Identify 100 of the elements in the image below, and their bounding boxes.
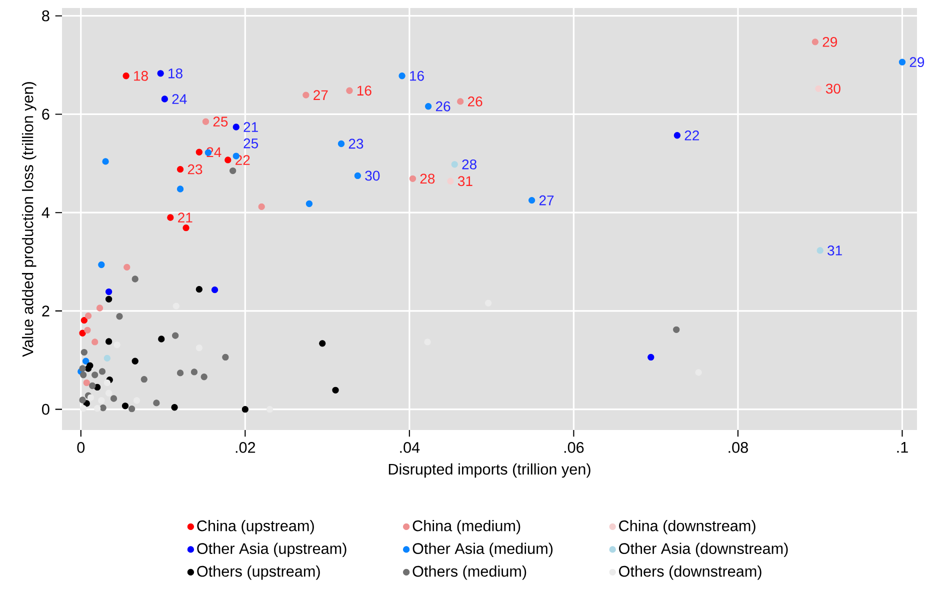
annotation: 22: [684, 130, 699, 140]
point: [92, 338, 98, 346]
x-tick-label: .04: [400, 442, 420, 453]
point: [87, 394, 94, 401]
point: [648, 354, 654, 361]
point: [122, 72, 130, 80]
point: [200, 374, 208, 380]
point: [105, 338, 112, 345]
point: [319, 340, 326, 347]
point: [153, 400, 160, 406]
annotation: 31: [458, 176, 472, 186]
point: [673, 326, 680, 333]
annotation: 18: [168, 68, 182, 78]
point: [105, 390, 112, 396]
point: [128, 406, 136, 412]
annotation: 21: [178, 212, 192, 222]
y-tick-label: 6: [42, 108, 50, 120]
annotation: 18: [134, 70, 148, 81]
legend-label: Others (downstream): [619, 565, 762, 580]
point: [80, 316, 88, 324]
x-tick-label: 0: [77, 442, 85, 453]
annotation: 16: [410, 70, 424, 81]
point: [232, 124, 240, 130]
point: [266, 406, 274, 413]
point: [114, 342, 120, 348]
point: [346, 87, 353, 94]
point: [674, 132, 681, 139]
point: [196, 148, 202, 156]
legend-label: China (upstream): [197, 520, 314, 534]
annotation: 29: [910, 57, 924, 68]
point: [94, 405, 101, 412]
legend-label: Others (medium): [412, 565, 526, 580]
point: [105, 288, 112, 296]
annotation: 27: [539, 195, 554, 206]
point: [98, 261, 105, 268]
point: [79, 330, 86, 336]
point: [167, 214, 174, 221]
annotation: 28: [420, 174, 435, 184]
point: [230, 167, 236, 174]
point: [398, 72, 406, 80]
point: [332, 386, 339, 394]
annotation: 29: [822, 36, 837, 47]
point: [224, 156, 232, 164]
point: [98, 368, 106, 375]
y-axis-title: Value added production loss (trillion yen): [22, 82, 36, 357]
annotation: 23: [348, 138, 364, 149]
point: [190, 368, 198, 376]
legend-label: Other Asia (medium): [412, 542, 553, 558]
point: [132, 276, 138, 282]
point: [242, 406, 248, 413]
point: [79, 365, 86, 372]
point: [898, 58, 906, 66]
legend-label: Other Asia (upstream): [197, 542, 346, 558]
y-tick-label: 8: [42, 10, 50, 22]
point: [202, 118, 210, 125]
point: [102, 158, 109, 165]
point: [80, 348, 88, 356]
point: [104, 354, 111, 362]
annotation: 30: [826, 84, 840, 94]
point: [222, 354, 229, 361]
x-tick-label: .1: [897, 442, 908, 453]
point: [80, 372, 87, 378]
y-tick-label: 2: [42, 306, 50, 316]
point: [306, 200, 313, 208]
annotation: 23: [188, 164, 202, 174]
point: [84, 326, 91, 334]
point: [84, 312, 92, 320]
point: [89, 382, 96, 390]
point: [409, 175, 416, 182]
point: [528, 196, 536, 204]
point: [84, 365, 92, 372]
x-tick-label: .06: [564, 442, 584, 453]
point: [100, 404, 106, 412]
point: [196, 286, 202, 293]
point: [176, 370, 184, 376]
point: [158, 336, 165, 342]
annotation: 24: [172, 94, 187, 104]
point: [812, 38, 819, 46]
point: [302, 92, 310, 98]
annotation: 26: [436, 101, 450, 112]
point: [80, 405, 87, 412]
point: [122, 402, 129, 410]
legend-label: China (medium): [412, 520, 520, 534]
point: [457, 98, 464, 105]
point: [132, 358, 138, 364]
point: [82, 358, 90, 364]
point: [79, 396, 86, 404]
point: [124, 264, 130, 271]
point: [182, 224, 190, 232]
point: [92, 372, 98, 378]
point: [140, 376, 148, 383]
point: [354, 172, 362, 180]
y-tick-label: 0: [42, 404, 50, 415]
y-tick-label: 4: [42, 207, 50, 218]
point: [171, 404, 178, 411]
x-axis-title: Disrupted imports (trillion yen): [388, 463, 590, 478]
annotation: 30: [365, 170, 380, 181]
legend-label: China (downstream): [619, 520, 756, 534]
annotation: 28: [462, 159, 476, 170]
point: [98, 397, 105, 404]
